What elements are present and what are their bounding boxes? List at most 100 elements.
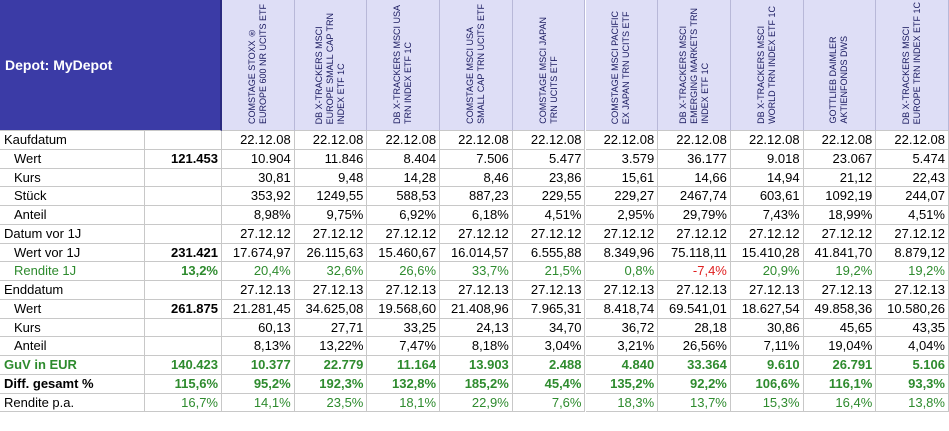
fund-header: GOTTLIEB DAIMLER AKTIENFONDS DWS <box>803 0 877 131</box>
value-cell: 75.118,11 <box>658 243 731 263</box>
value-cell: 27.12.12 <box>367 224 441 244</box>
fund-name-line: SMALL CAP TRN UCITS ETF <box>475 4 486 124</box>
value-cell: 1092,19 <box>803 187 877 206</box>
value-cell: 23,86 <box>512 168 586 188</box>
value-cell: 8.418,74 <box>585 299 659 319</box>
value-cell: 43,35 <box>876 318 949 338</box>
value-cell: 34.625,08 <box>294 299 368 319</box>
value-cell: 10.377 <box>222 356 295 375</box>
value-cell: 22.779 <box>294 356 368 375</box>
row-total <box>145 131 222 150</box>
value-cell: 22.12.08 <box>512 131 586 150</box>
fund-name-line: DB X-TRACKERS MSCI <box>901 25 912 124</box>
value-cell: 26,6% <box>367 262 441 281</box>
value-cell: 20,9% <box>730 262 804 281</box>
value-cell: 603,61 <box>730 187 804 206</box>
value-cell: 15,61 <box>585 168 659 188</box>
value-cell: 27.12.13 <box>512 281 586 300</box>
fund-name-line: DB X-TRACKERS MSCI <box>314 25 325 124</box>
value-cell: 26.115,63 <box>294 243 368 263</box>
value-cell: 22.12.08 <box>730 131 804 150</box>
value-cell: 27,71 <box>294 318 368 338</box>
value-cell: 9,75% <box>294 206 368 225</box>
value-cell: 27.12.12 <box>803 224 877 244</box>
row-label: Diff. gesamt % <box>0 374 145 394</box>
header-title: Depot: MyDepot <box>0 0 222 131</box>
value-cell: 106,6% <box>730 374 804 394</box>
value-cell: 3.579 <box>585 149 659 169</box>
value-cell: 14,28 <box>367 168 441 188</box>
row-label: Datum vor 1J <box>0 224 145 244</box>
value-cell: 33,25 <box>367 318 441 338</box>
value-cell: 11.164 <box>367 356 441 375</box>
fund-name: DB X-TRACKERS MSCI EUROPE SMALL CAP TRN IN… <box>314 13 347 124</box>
fund-name-line: EUROPE 600 NR UCITS ETF <box>257 3 268 124</box>
value-cell: 19.568,60 <box>367 299 441 319</box>
value-cell: 27.12.12 <box>222 224 295 244</box>
value-cell: 22,43 <box>876 168 949 188</box>
value-cell: 27.12.13 <box>294 281 368 300</box>
value-cell: 6,92% <box>367 206 441 225</box>
value-cell: 244,07 <box>876 187 949 206</box>
value-cell: 7,6% <box>512 393 586 413</box>
row-total: 115,6% <box>145 374 222 394</box>
value-cell: 132,8% <box>367 374 441 394</box>
value-cell: 20,4% <box>222 262 295 281</box>
fund-name-line: COMSTAGE MSCI USA <box>464 27 475 124</box>
value-cell: 26,56% <box>658 337 731 356</box>
value-cell: 93,3% <box>876 374 949 394</box>
fund-name: DB X-TRACKERS MSCI WORLD TRN INDEX ETF 1C <box>756 6 778 124</box>
fund-name: COMSTAGE MSCI USA SMALL CAP TRN UCITS ETF <box>465 4 487 124</box>
row-label: Kurs <box>0 168 145 188</box>
value-cell: 9,48 <box>294 168 368 188</box>
value-cell: 14,94 <box>730 168 804 188</box>
value-cell: 15.410,28 <box>730 243 804 263</box>
value-cell: 4,51% <box>876 206 949 225</box>
fund-name: DB X-TRACKERS MSCI EUROPE TRN INDEX ETF 1… <box>901 2 923 124</box>
value-cell: 22,9% <box>440 393 513 413</box>
value-cell: 60,13 <box>222 318 295 338</box>
value-cell: 13.903 <box>440 356 513 375</box>
value-cell: 5.106 <box>876 356 949 375</box>
value-cell: 33,7% <box>440 262 513 281</box>
row-total <box>145 337 222 356</box>
value-cell: 21,12 <box>803 168 877 188</box>
value-cell: 6.555,88 <box>512 243 586 263</box>
row-total <box>145 281 222 300</box>
row-label: Rendite p.a. <box>0 393 145 413</box>
fund-name: COMSTAGE MSCI JAPAN TRN UCITS ETF <box>538 17 560 124</box>
value-cell: 7,47% <box>367 337 441 356</box>
row-label: Enddatum <box>0 281 145 300</box>
row-total: 261.875 <box>145 299 222 319</box>
value-cell: 135,2% <box>585 374 659 394</box>
fund-name: GOTTLIEB DAIMLER AKTIENFONDS DWS <box>828 36 850 124</box>
value-cell: 27.12.13 <box>730 281 804 300</box>
row-total <box>145 187 222 206</box>
value-cell: 19,2% <box>803 262 877 281</box>
value-cell: 27.12.12 <box>294 224 368 244</box>
value-cell: 27.12.12 <box>730 224 804 244</box>
value-cell: 4,51% <box>512 206 586 225</box>
row-label: Wert <box>0 149 145 169</box>
fund-name-line: EUROPE SMALL CAP TRN <box>325 12 336 124</box>
value-cell: 36,72 <box>585 318 659 338</box>
value-cell: 7,11% <box>730 337 804 356</box>
value-cell: 34,70 <box>512 318 586 338</box>
value-cell: 17.674,97 <box>222 243 295 263</box>
value-cell: 95,2% <box>222 374 295 394</box>
value-cell: 13,7% <box>658 393 731 413</box>
value-cell: 8.879,12 <box>876 243 949 263</box>
fund-name-line: WORLD TRN INDEX ETF 1C <box>766 6 777 124</box>
value-cell: 22.12.08 <box>440 131 513 150</box>
value-cell: 116,1% <box>803 374 877 394</box>
value-cell: 36.177 <box>658 149 731 169</box>
value-cell: 14,1% <box>222 393 295 413</box>
value-cell: 9.018 <box>730 149 804 169</box>
value-cell: 27.12.12 <box>440 224 513 244</box>
fund-name: COMSTAGE STOXX ® EUROPE 600 NR UCITS ETF <box>247 4 269 124</box>
row-label: Anteil <box>0 206 145 225</box>
value-cell: 27.12.12 <box>512 224 586 244</box>
row-total <box>145 206 222 225</box>
value-cell: 229,27 <box>585 187 659 206</box>
